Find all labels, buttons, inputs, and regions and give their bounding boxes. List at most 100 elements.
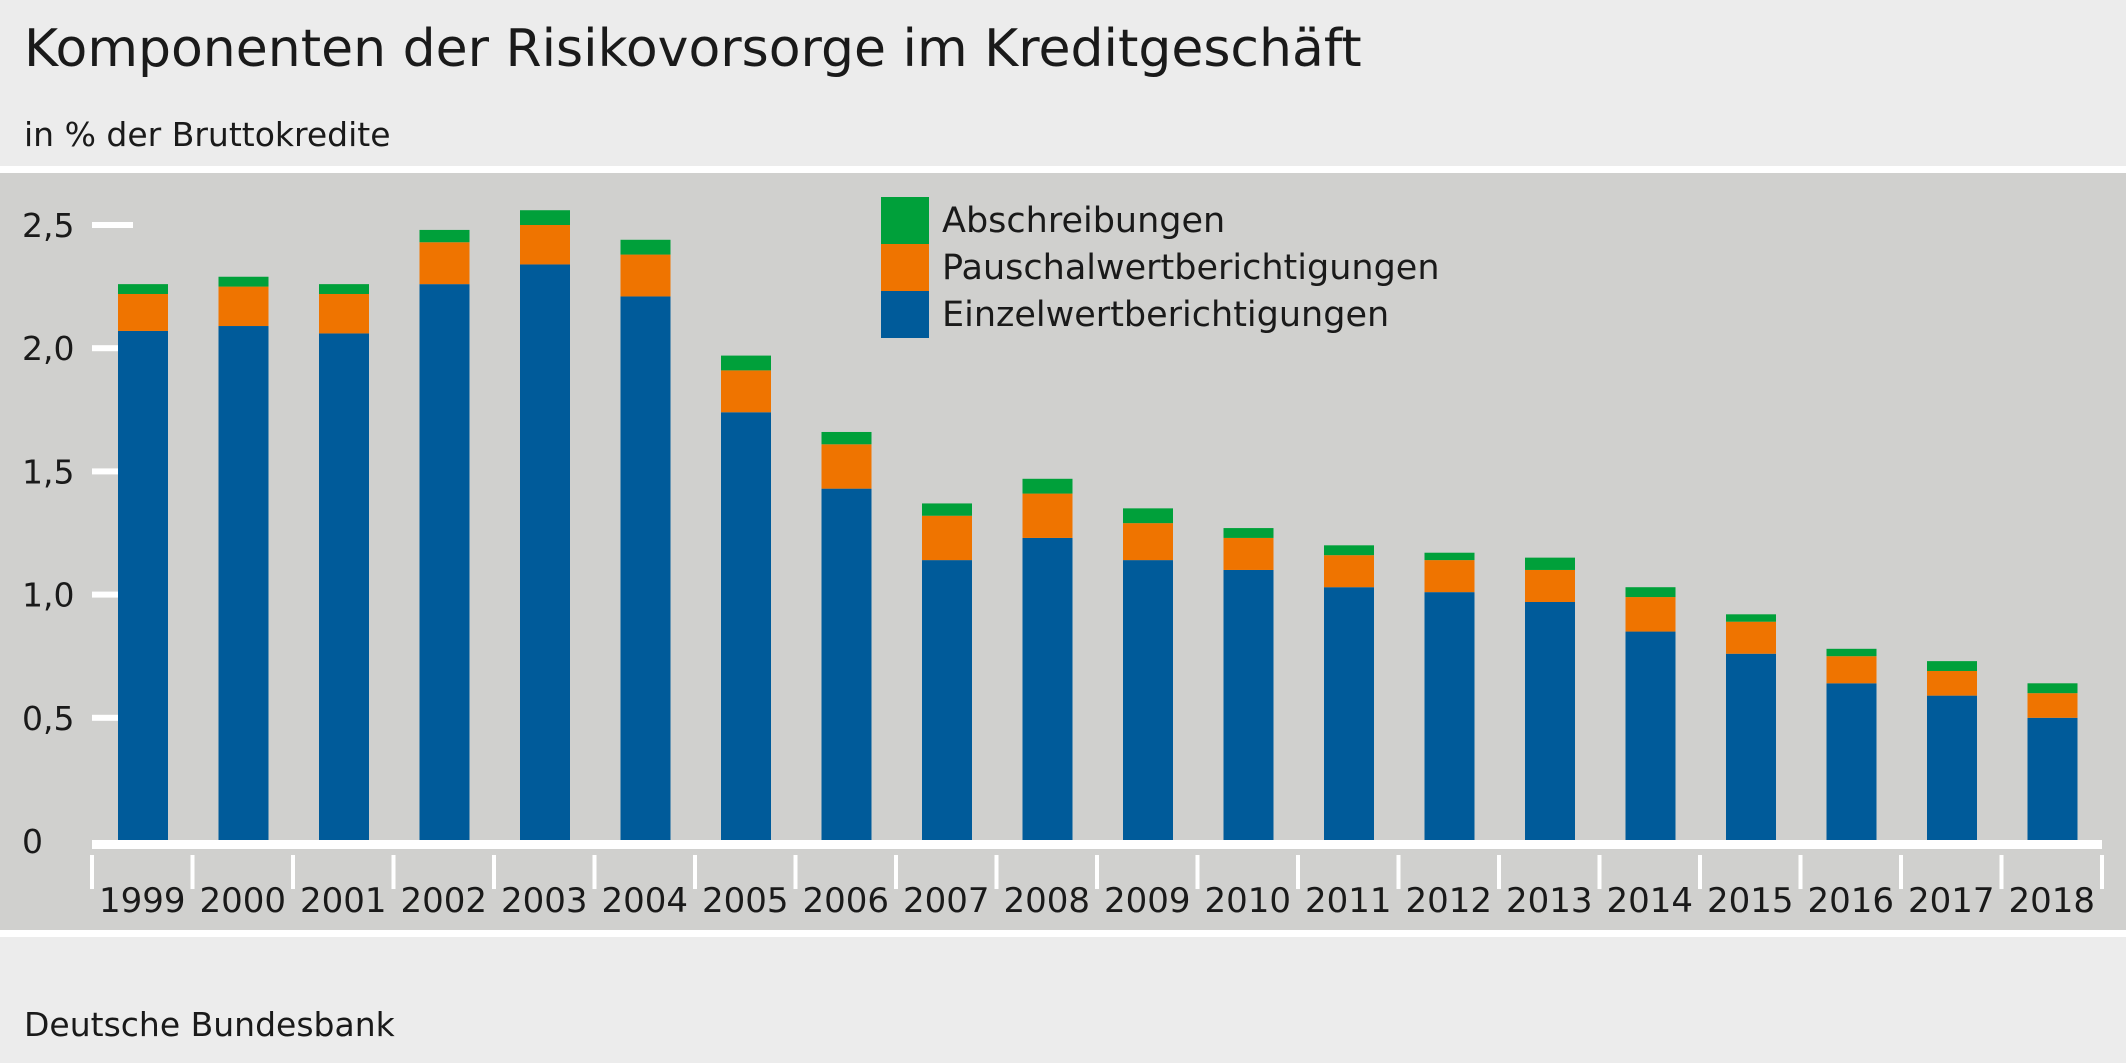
bar-segment-2014-einzelwertberichtigungen — [1625, 631, 1676, 841]
bar-segment-2007-abschreibungen — [922, 503, 972, 516]
bar-segment-2008-abschreibungen — [1022, 478, 1073, 494]
x-axis: 1999 2000 2001 2002 2003 2004 2005 2006 2007 2008… — [90, 840, 2104, 921]
x-axis-line — [92, 840, 2102, 849]
y-tick-label: 2,5 — [22, 206, 74, 245]
bar-segment-2009-pauschalwertberichtigungen — [1123, 523, 1173, 561]
legend-swatch — [881, 291, 929, 338]
bar-segment-2012-einzelwertberichtigungen — [1424, 592, 1475, 841]
x-tick-label: 2015 — [1707, 881, 1794, 921]
bar-segment-2009-abschreibungen — [1123, 508, 1173, 524]
y-tick-mark — [92, 714, 133, 721]
bar-segment-1999-pauschalwertberichtigungen — [118, 293, 168, 331]
bar-segment-2003-pauschalwertberichtigungen — [520, 225, 570, 265]
legend-label: Pauschalwertberichtigungen — [942, 248, 1440, 288]
x-separator-tick — [190, 855, 195, 889]
x-separator-tick — [1798, 855, 1803, 889]
x-separator-tick — [291, 855, 295, 889]
x-tick-label: 2000 — [199, 881, 286, 921]
bar-segment-2012-pauschalwertberichtigungen — [1424, 560, 1475, 593]
legend-swatch — [881, 244, 929, 291]
bar-segment-2005-pauschalwertberichtigungen — [721, 370, 771, 413]
bar-segment-2000-einzelwertberichtigungen — [218, 326, 269, 841]
bar-segment-2016-einzelwertberichtigungen — [1826, 683, 1877, 841]
x-tick-label: 2002 — [400, 881, 487, 921]
top-divider — [0, 166, 2126, 173]
x-tick-label: 2001 — [300, 881, 387, 921]
x-tick-label: 2009 — [1104, 881, 1191, 921]
x-separator-tick — [1296, 855, 1300, 889]
legend-label: Abschreibungen — [942, 201, 1225, 241]
x-tick-label: 2004 — [601, 881, 688, 921]
x-tick-label: 2008 — [1003, 881, 1090, 921]
bar-segment-2013-abschreibungen — [1525, 557, 1575, 570]
x-separator-tick — [2100, 855, 2104, 889]
bar-segment-2003-einzelwertberichtigungen — [520, 264, 570, 841]
x-separator-tick — [1597, 855, 1602, 889]
bar-segment-2013-pauschalwertberichtigungen — [1525, 569, 1575, 602]
bar-segment-2016-abschreibungen — [1826, 648, 1877, 657]
bar-segment-2014-pauschalwertberichtigungen — [1625, 597, 1676, 632]
x-tick-label: 2018 — [2008, 881, 2095, 921]
x-separator-tick — [391, 855, 396, 889]
x-separator-tick — [1497, 855, 1501, 889]
bar-segment-2016-pauschalwertberichtigungen — [1826, 656, 1877, 684]
bar-segment-2006-einzelwertberichtigungen — [821, 488, 872, 841]
bar-segment-2008-einzelwertberichtigungen — [1022, 537, 1073, 841]
bar-segment-2004-abschreibungen — [620, 239, 671, 255]
x-tick-label: 2016 — [1807, 881, 1894, 921]
bar-segment-2005-einzelwertberichtigungen — [721, 412, 771, 841]
bar-segment-1999-einzelwertberichtigungen — [118, 330, 168, 841]
bar-segment-2017-abschreibungen — [1927, 661, 1977, 671]
bar-segment-2013-einzelwertberichtigungen — [1525, 601, 1575, 841]
bar-segment-2015-einzelwertberichtigungen — [1726, 653, 1776, 841]
chart-subtitle: in % der Bruttokredite — [24, 115, 391, 154]
x-tick-label: 2003 — [501, 881, 588, 921]
bars — [118, 210, 2078, 841]
chart-title: Komponenten der Risikovorsorge im Kredit… — [24, 19, 1362, 79]
bar-segment-2001-einzelwertberichtigungen — [319, 333, 369, 841]
x-tick-label: 2013 — [1506, 881, 1593, 921]
bar-segment-2007-einzelwertberichtigungen — [922, 560, 972, 841]
x-tick-label: 2012 — [1405, 881, 1492, 921]
x-tick-label: 2017 — [1908, 881, 1995, 921]
bottom-divider — [0, 930, 2126, 937]
bar-segment-2004-einzelwertberichtigungen — [620, 296, 671, 841]
bar-segment-1999-abschreibungen — [118, 284, 168, 294]
bar-segment-2018-pauschalwertberichtigungen — [2027, 693, 2078, 718]
bar-segment-2000-pauschalwertberichtigungen — [218, 286, 269, 327]
x-separator-tick — [1999, 855, 2004, 889]
bar-segment-2011-abschreibungen — [1324, 545, 1374, 556]
x-separator-tick — [994, 855, 999, 889]
x-tick-label: 2010 — [1204, 881, 1291, 921]
x-tick-label: 2006 — [802, 881, 889, 921]
x-separator-tick — [693, 855, 697, 889]
x-tick-label: 1999 — [99, 881, 186, 921]
bar-segment-2014-abschreibungen — [1625, 587, 1676, 598]
x-tick-label: 2014 — [1606, 881, 1693, 921]
y-tick-mark — [92, 468, 133, 475]
x-separator-tick — [592, 855, 597, 889]
x-tick-label: 2005 — [702, 881, 789, 921]
y-tick-label: 1,5 — [22, 452, 74, 491]
x-separator-tick — [1195, 855, 1200, 889]
bar-segment-2002-abschreibungen — [419, 229, 470, 243]
y-tick-label: 0 — [22, 822, 43, 861]
bar-segment-2002-einzelwertberichtigungen — [419, 284, 470, 841]
bar-segment-2018-einzelwertberichtigungen — [2027, 717, 2078, 841]
x-separator-tick — [894, 855, 898, 889]
bar-segment-2015-pauschalwertberichtigungen — [1726, 621, 1776, 654]
bar-segment-2018-abschreibungen — [2027, 683, 2078, 694]
x-separator-tick — [90, 855, 94, 889]
y-axis: 0 0,5 1,0 1,5 2,0 2,5 — [22, 206, 133, 861]
bar-segment-2008-pauschalwertberichtigungen — [1022, 493, 1073, 538]
bar-segment-2006-pauschalwertberichtigungen — [821, 444, 872, 489]
x-separator-tick — [793, 855, 798, 889]
x-tick-label: 2011 — [1305, 881, 1392, 921]
legend: Abschreibungen Pauschalwertberichtigungen… — [881, 197, 1440, 338]
source-note: Deutsche Bundesbank — [24, 1005, 396, 1044]
bar-segment-2011-pauschalwertberichtigungen — [1324, 555, 1374, 588]
bar-segment-2000-abschreibungen — [218, 276, 269, 287]
bar-segment-2015-abschreibungen — [1726, 614, 1776, 622]
x-separator-tick — [1698, 855, 1702, 889]
